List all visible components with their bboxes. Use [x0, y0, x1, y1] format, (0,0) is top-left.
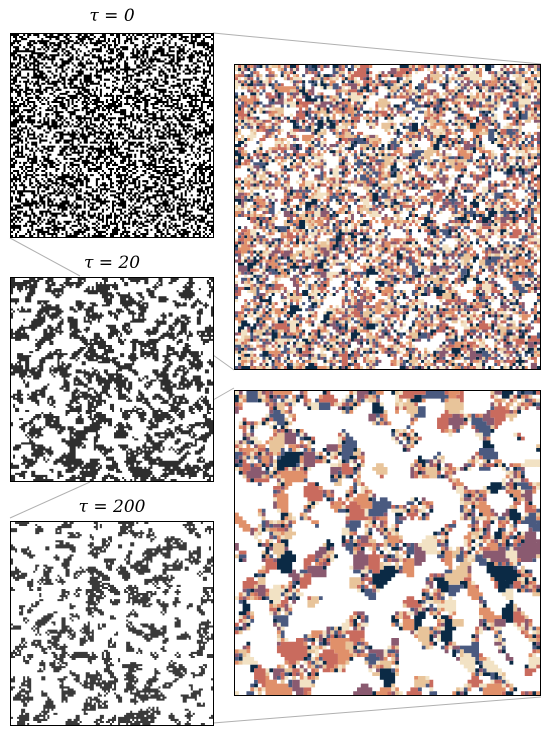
tau200-map — [10, 521, 214, 726]
spin-domain — [235, 391, 540, 695]
zoom-bottom-map — [234, 390, 541, 696]
tau20-label: τ = 20 — [83, 253, 141, 273]
connector-line — [212, 696, 542, 724]
zoom-top-map — [234, 64, 541, 370]
spin-texture — [11, 522, 213, 725]
spin-domain — [235, 391, 540, 695]
tau20-map — [10, 277, 214, 482]
spin-domain — [235, 65, 540, 369]
tau200-label: τ = 200 — [78, 497, 146, 517]
spin-texture — [11, 34, 213, 237]
spin-domain — [235, 391, 540, 695]
tau0-map — [10, 33, 214, 238]
spin-texture — [11, 278, 213, 481]
tau0-label: τ = 0 — [89, 6, 135, 26]
connector-line — [212, 354, 235, 371]
connector-line — [212, 387, 235, 401]
connector-line — [212, 32, 542, 65]
